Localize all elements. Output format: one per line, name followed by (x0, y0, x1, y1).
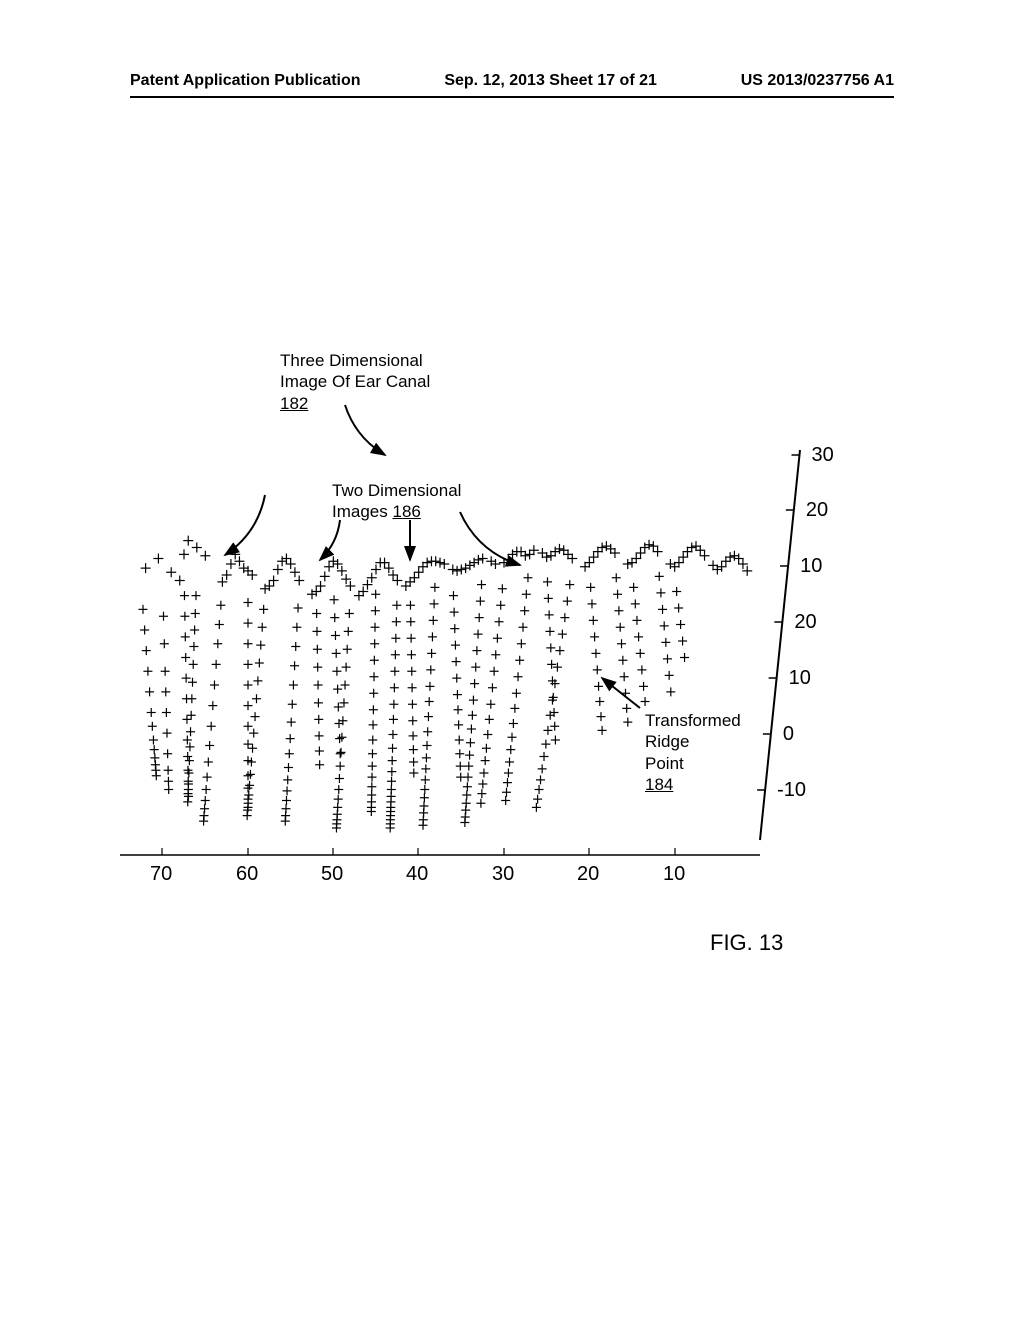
x-tick-label: 70 (150, 863, 172, 886)
y-tick-label: 10 (800, 555, 822, 578)
x-tick-label: 40 (406, 863, 428, 886)
figure-13: Three Dimensional Image Of Ear Canal 182… (120, 350, 900, 910)
y-tick-label: 20 (806, 499, 828, 522)
y-tick-label: 20 (794, 611, 816, 634)
x-tick-label: 10 (663, 863, 685, 886)
scatter-plot (120, 350, 900, 910)
header-rule (130, 96, 894, 98)
y-tick-label: 30 (811, 444, 833, 467)
x-tick-label: 50 (321, 863, 343, 886)
x-tick-label: 60 (236, 863, 258, 886)
y-tick-label: 0 (783, 723, 794, 746)
header-center: Sep. 12, 2013 Sheet 17 of 21 (444, 72, 657, 90)
y-tick-label: 10 (789, 667, 811, 690)
header-left: Patent Application Publication (130, 72, 361, 90)
page-header: Patent Application Publication Sep. 12, … (0, 72, 1024, 90)
x-tick-label: 30 (492, 863, 514, 886)
header-right: US 2013/0237756 A1 (741, 72, 894, 90)
y-tick-label: -10 (777, 779, 806, 802)
x-tick-label: 20 (577, 863, 599, 886)
figure-caption: FIG. 13 (710, 930, 783, 956)
